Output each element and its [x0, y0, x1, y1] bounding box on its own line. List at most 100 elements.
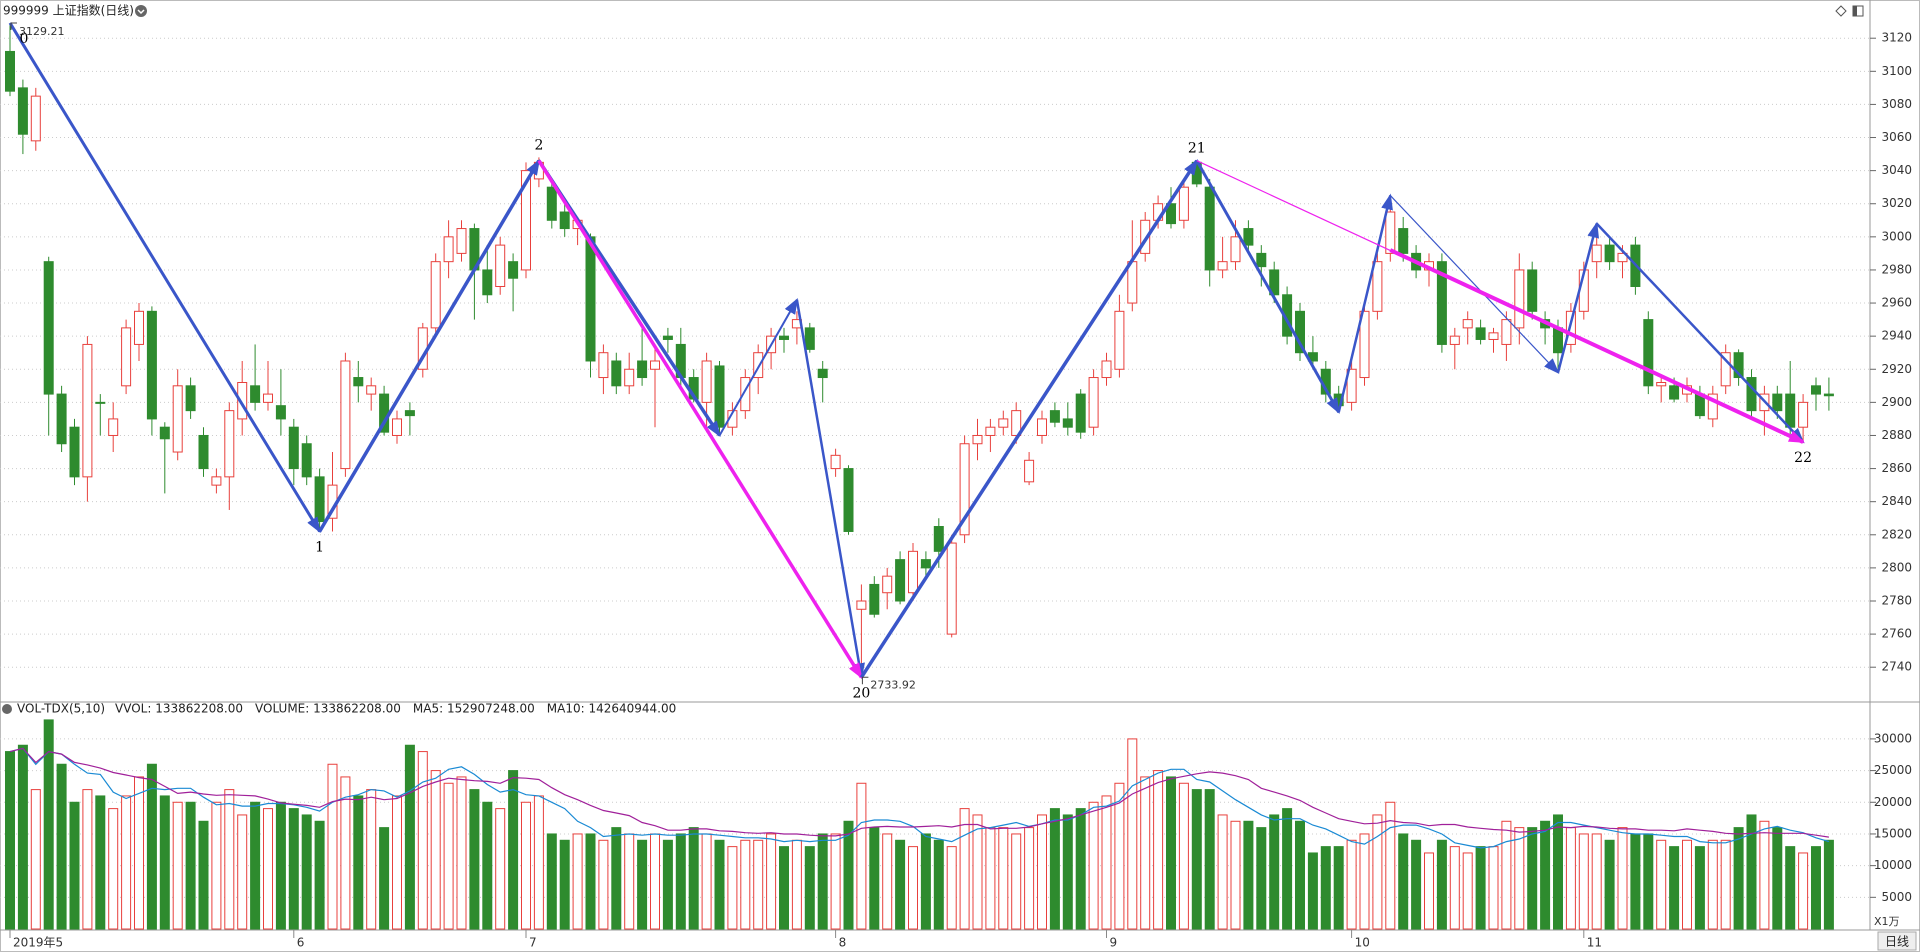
volume-bar: [198, 820, 209, 930]
volume-bar: [250, 801, 261, 930]
candle-body: [5, 50, 15, 92]
volume-bar: [1449, 846, 1460, 930]
volume-bar: [1295, 820, 1305, 930]
candle-body: [1746, 377, 1757, 412]
volume-bar: [392, 795, 402, 930]
y-tick-label: 2920: [1881, 362, 1912, 376]
wave-label: 0: [20, 31, 29, 47]
volume-menu-icon[interactable]: [2, 704, 12, 714]
volume-bar: [1501, 820, 1512, 930]
volume-bar: [1372, 814, 1383, 930]
volume-header-item: VVOL: 133862208.00: [115, 702, 243, 716]
volume-bar: [1617, 827, 1628, 930]
wave-label: 1: [315, 539, 324, 555]
volume-bar: [379, 827, 390, 930]
volume-bar: [43, 719, 54, 930]
candle-body: [1269, 269, 1280, 296]
candle-body: [1604, 244, 1615, 263]
volume-bar: [456, 776, 467, 930]
y-tick-label: 2740: [1881, 660, 1912, 674]
candle-body: [1243, 228, 1254, 246]
candle-body: [1295, 310, 1305, 354]
period-box[interactable]: [1877, 931, 1917, 951]
period-label: 日线: [1885, 935, 1909, 949]
candle-body: [740, 377, 751, 412]
candle-body: [82, 343, 93, 478]
volume-bar: [95, 795, 106, 930]
candle-body: [340, 360, 351, 470]
y-tick-label: 2800: [1881, 560, 1912, 574]
y-tick-label: 2980: [1881, 262, 1912, 276]
candle-body: [237, 382, 248, 420]
volume-bar: [714, 839, 725, 930]
candle-body: [250, 385, 261, 403]
y-tick-label: 3040: [1881, 163, 1912, 177]
volume-bar: [275, 801, 286, 930]
volume-bar: [224, 789, 235, 930]
volume-bar: [869, 827, 880, 930]
candle-body: [1591, 244, 1602, 263]
y-tick-label: 2880: [1881, 428, 1912, 442]
volume-bar: [443, 782, 454, 930]
x-tick-label: 11: [1587, 936, 1602, 950]
extreme-pointer: [861, 676, 869, 685]
candle-body: [1101, 360, 1112, 379]
trend-line: [318, 158, 541, 533]
volume-bar: [959, 808, 970, 930]
extreme-pointer: [10, 22, 17, 30]
volume-bar: [727, 846, 738, 930]
volume-bar: [134, 776, 144, 930]
volume-title: VOL-TDX(5,10): [17, 702, 105, 716]
candle-body: [1049, 410, 1060, 423]
volume-bar: [1114, 782, 1125, 930]
volume-bar: [1269, 814, 1280, 930]
candle-body: [301, 443, 312, 478]
y-tick-label: 30000: [1874, 731, 1912, 745]
volume-bar: [1217, 814, 1228, 930]
volume-bar: [1282, 808, 1293, 930]
candle-body: [1088, 377, 1099, 428]
candle-body: [314, 476, 325, 523]
candle-body: [985, 426, 996, 436]
wave-label: 21: [1188, 141, 1206, 157]
candle-body: [224, 410, 235, 478]
volume-bar: [1011, 833, 1022, 930]
volume-bar: [69, 801, 80, 930]
extreme-label: 3129.21: [19, 25, 65, 38]
candle-body: [624, 368, 635, 387]
candle-body: [1643, 319, 1654, 387]
candle-body: [1204, 186, 1215, 271]
volume-bar: [1656, 839, 1667, 930]
y-tick-label: 20000: [1874, 795, 1912, 809]
y-tick-label: 5000: [1881, 890, 1912, 904]
volume-bar: [559, 839, 570, 930]
volume-bar: [366, 789, 377, 930]
candle-body: [1230, 236, 1241, 263]
volume-bar: [1424, 852, 1434, 930]
candle-body: [43, 261, 54, 395]
tool-icon[interactable]: [1835, 5, 1847, 17]
candle-body: [1385, 211, 1396, 254]
volume-bar: [521, 801, 531, 930]
volume-bar: [1307, 852, 1318, 930]
volume-bar: [791, 839, 802, 930]
candle-body: [1372, 261, 1383, 312]
volume-bar: [1320, 846, 1331, 930]
volume-bar: [30, 789, 41, 930]
y-tick-label: 2860: [1881, 461, 1912, 475]
candle-body: [198, 434, 209, 470]
window-icon-part: [1853, 6, 1857, 16]
volume-bar: [1694, 846, 1705, 930]
candle-body: [366, 385, 377, 395]
volume-bar: [856, 782, 867, 930]
volume-bar: [263, 808, 273, 930]
volume-bar: [495, 808, 506, 930]
title-menu-icon[interactable]: [135, 5, 147, 17]
volume-header-item: VOLUME: 133862208.00: [255, 702, 401, 716]
volume-bar: [585, 833, 596, 930]
x-tick-label: 8: [839, 936, 847, 950]
candle-body: [1514, 269, 1525, 329]
y-tick-label: 2840: [1881, 494, 1912, 508]
candle-body: [1488, 332, 1499, 340]
